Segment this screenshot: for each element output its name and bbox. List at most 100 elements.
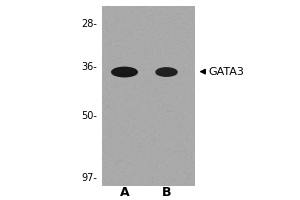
Point	[162, 115, 167, 118]
Point	[164, 65, 169, 68]
Point	[136, 143, 140, 146]
Point	[187, 17, 191, 20]
Point	[116, 159, 121, 162]
Point	[124, 10, 129, 13]
Point	[156, 77, 161, 80]
Point	[190, 161, 195, 164]
Point	[124, 148, 129, 151]
Point	[180, 169, 184, 172]
Point	[110, 55, 115, 58]
Point	[186, 128, 190, 131]
Point	[106, 105, 111, 108]
Point	[140, 174, 145, 178]
Point	[112, 131, 117, 134]
Point	[124, 165, 129, 168]
Point	[122, 6, 127, 9]
Point	[146, 49, 151, 52]
Point	[176, 78, 181, 82]
Point	[115, 178, 119, 182]
Point	[186, 177, 191, 181]
Point	[152, 136, 157, 139]
Point	[160, 151, 164, 154]
Point	[160, 7, 165, 10]
Point	[164, 104, 169, 108]
Point	[129, 124, 134, 128]
Point	[191, 135, 196, 138]
Point	[108, 159, 112, 162]
Point	[122, 47, 126, 51]
Point	[164, 105, 169, 108]
Point	[184, 17, 189, 20]
Point	[165, 31, 170, 35]
Point	[113, 105, 118, 108]
Point	[149, 139, 154, 142]
Point	[181, 65, 185, 68]
Point	[178, 158, 183, 161]
Point	[170, 117, 175, 120]
Point	[191, 118, 196, 121]
Point	[111, 70, 116, 73]
Point	[129, 80, 134, 84]
Point	[107, 122, 112, 125]
Point	[111, 36, 116, 39]
Point	[161, 18, 166, 21]
Point	[121, 88, 125, 91]
Point	[146, 164, 151, 167]
Point	[106, 99, 111, 102]
Point	[102, 71, 106, 74]
Point	[156, 179, 161, 182]
Point	[112, 165, 117, 168]
Point	[126, 138, 131, 142]
Point	[109, 96, 114, 99]
Point	[103, 144, 107, 147]
Point	[131, 87, 136, 91]
Point	[107, 157, 112, 160]
Point	[129, 68, 134, 71]
Point	[123, 10, 128, 13]
Point	[118, 61, 123, 64]
Point	[117, 19, 122, 22]
Point	[192, 80, 197, 83]
Point	[110, 64, 114, 67]
Point	[115, 85, 120, 89]
Point	[184, 163, 189, 166]
Point	[183, 143, 188, 146]
Point	[148, 73, 153, 76]
Point	[115, 33, 119, 36]
Point	[146, 50, 151, 53]
Point	[181, 70, 186, 73]
Point	[140, 111, 145, 114]
Point	[162, 77, 167, 80]
Point	[134, 95, 139, 98]
Point	[106, 73, 111, 76]
Point	[185, 47, 190, 50]
Point	[112, 152, 117, 156]
Point	[112, 94, 117, 97]
Point	[162, 179, 167, 182]
Point	[128, 56, 133, 59]
Point	[187, 104, 192, 107]
Point	[111, 160, 116, 163]
Point	[131, 19, 136, 23]
Point	[110, 78, 115, 81]
Point	[169, 26, 173, 29]
Point	[117, 17, 122, 20]
Point	[174, 81, 179, 84]
Point	[165, 171, 170, 175]
Point	[166, 134, 171, 137]
Point	[150, 152, 155, 155]
Point	[114, 81, 118, 84]
Point	[188, 89, 193, 92]
Point	[147, 45, 152, 48]
Point	[158, 140, 163, 143]
Point	[123, 179, 128, 182]
Point	[187, 131, 191, 135]
Point	[139, 141, 143, 144]
Point	[133, 176, 138, 179]
Point	[148, 82, 153, 85]
Point	[122, 54, 127, 57]
Point	[187, 176, 191, 180]
Point	[182, 102, 187, 105]
Point	[129, 76, 134, 79]
Point	[188, 115, 193, 118]
